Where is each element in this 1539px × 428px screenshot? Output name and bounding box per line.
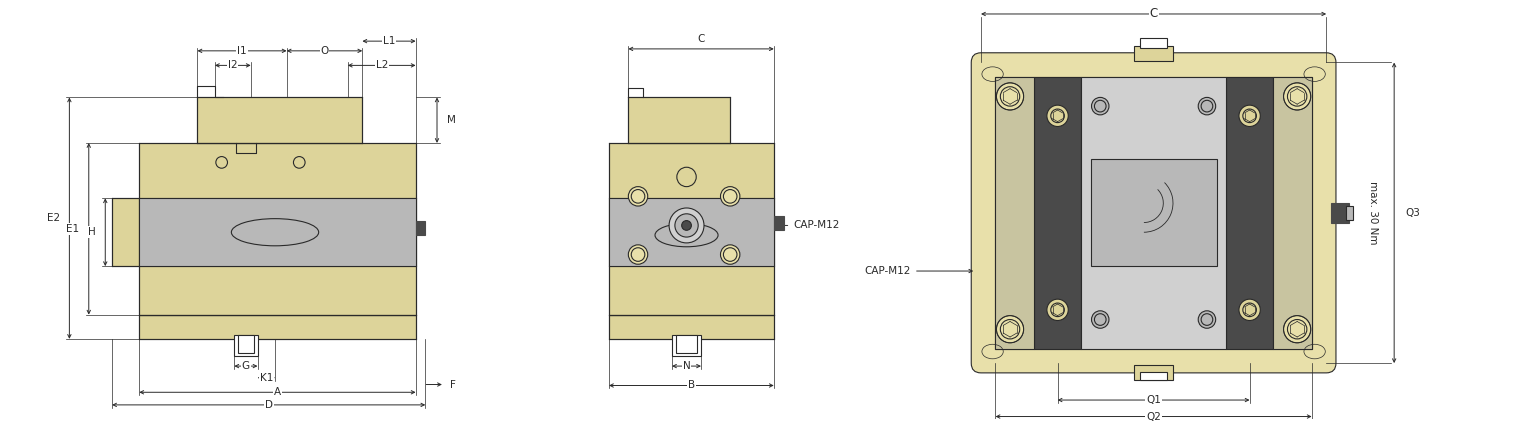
Circle shape [1239,105,1260,127]
Circle shape [1047,105,1068,127]
Text: N: N [683,361,691,371]
Circle shape [720,187,740,206]
Text: O: O [320,46,329,56]
Bar [609,315,774,339]
Circle shape [1284,316,1311,343]
Text: L1: L1 [383,36,396,46]
Circle shape [682,220,691,230]
Bar [996,77,1311,349]
Text: K1: K1 [260,373,272,383]
Text: CAP-M12: CAP-M12 [865,266,973,276]
Bar [1034,77,1080,349]
Text: I2: I2 [228,60,237,70]
Bar [1273,77,1311,349]
Bar [1140,38,1167,48]
Text: K2: K2 [1193,252,1205,262]
Bar [112,198,139,266]
Bar [673,335,702,357]
Circle shape [1199,98,1216,115]
Text: CAP-M12: CAP-M12 [777,220,840,230]
Bar [774,216,783,230]
Text: H: H [88,227,95,237]
Text: E1: E1 [66,224,78,234]
Circle shape [628,187,648,206]
Text: Q1: Q1 [1147,395,1160,405]
Bar [609,143,774,315]
Bar [416,220,425,235]
Bar [609,198,774,266]
Text: Q3: Q3 [1405,208,1420,218]
Bar [234,335,257,357]
Circle shape [996,316,1023,343]
Text: F: F [449,380,456,389]
Text: A: A [274,387,282,397]
Circle shape [1047,299,1068,321]
Circle shape [628,245,648,264]
Text: I1: I1 [237,46,246,56]
Circle shape [996,83,1023,110]
Text: B: B [688,380,696,390]
Circle shape [669,208,703,243]
Text: C: C [697,34,705,44]
Bar [139,315,416,339]
Circle shape [1199,311,1216,328]
Bar [1134,46,1173,60]
Text: E2: E2 [46,213,60,223]
Circle shape [1091,98,1110,115]
Bar [1080,77,1227,349]
Circle shape [1239,299,1260,321]
Bar [1134,365,1173,380]
Bar [1227,77,1273,349]
Bar [996,77,1034,349]
Bar [139,198,416,266]
Bar [139,143,416,315]
Text: Q2: Q2 [1147,412,1160,422]
Bar [1091,160,1217,266]
Bar [1331,203,1348,223]
Circle shape [1091,311,1110,328]
Bar [1345,206,1353,220]
Text: L2: L2 [376,60,388,70]
FancyBboxPatch shape [971,53,1336,373]
Bar [628,98,729,143]
Bar [676,335,697,353]
Text: C: C [1150,7,1157,21]
Text: G: G [242,361,249,371]
Bar [197,98,362,143]
Text: max. 30 Nm: max. 30 Nm [1368,181,1377,244]
Circle shape [720,245,740,264]
Bar [1140,372,1167,380]
Text: M: M [446,115,456,125]
Bar [239,335,254,353]
Text: D: D [265,400,272,410]
Circle shape [676,214,699,237]
Circle shape [1284,83,1311,110]
